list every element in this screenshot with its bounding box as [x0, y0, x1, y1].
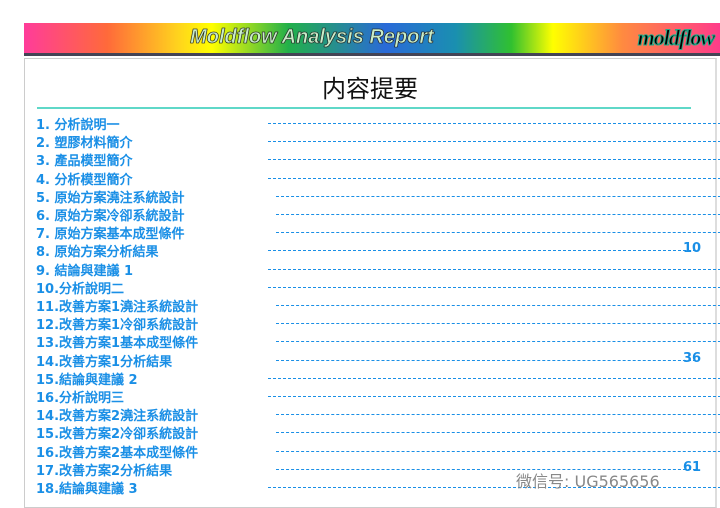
toc-item[interactable]: 10.分析說明二: [36, 278, 720, 297]
banner-title: Moldflow Analysis Report: [190, 26, 434, 49]
toc-label: 14.改善方案2澆注系統設計: [36, 409, 199, 425]
page-title: 内容提要: [322, 75, 418, 103]
leader-dots: [268, 141, 720, 143]
toc-item[interactable]: 6. 原始方案冷卻系統設計: [36, 205, 720, 224]
leader-dots: [268, 286, 720, 288]
toc-item[interactable]: 3. 產品模型簡介: [36, 150, 720, 170]
toc-item[interactable]: 17.改善方案2分析結果 61: [36, 459, 720, 479]
toc-page: 36: [683, 350, 702, 366]
toc-label: 9. 結論與建議 1: [36, 263, 134, 279]
toc-page: 61: [683, 459, 702, 475]
toc-label: 15.結論與建議 2: [36, 372, 138, 388]
leader-dots: [268, 250, 696, 252]
leader-dots: [276, 359, 696, 361]
toc-item[interactable]: 12.改善方案1冷卻系統設計: [36, 314, 720, 334]
toc-item[interactable]: 15.改善方案2冷卻系統設計: [36, 423, 720, 443]
leader-dots: [276, 195, 720, 197]
watermark: 微信号: UG565656: [516, 472, 660, 491]
toc-item[interactable]: 15.結論與建議 2: [36, 369, 720, 388]
toc-item[interactable]: 13.改善方案1基本成型條件: [36, 332, 720, 352]
toc-page: 10: [683, 241, 702, 257]
leader-dots: [276, 341, 720, 343]
toc-label: 2. 塑膠材料簡介: [36, 136, 133, 152]
toc-item[interactable]: 5. 原始方案澆注系統設計: [36, 187, 720, 206]
toc-label: 4. 分析模型簡介: [36, 172, 133, 188]
leader-dots: [268, 268, 720, 270]
toc-label: 11.改善方案1澆注系統設計: [36, 300, 199, 315]
toc-item[interactable]: 2. 塑膠材料簡介: [36, 132, 720, 152]
toc-item[interactable]: 14.改善方案2澆注系統設計: [36, 405, 720, 425]
toc-label: 15.改善方案2冷卻系統設計: [36, 427, 199, 443]
toc-label: 10.分析說明二: [36, 281, 125, 297]
leader-dots: [276, 305, 720, 306]
toc-item[interactable]: 18.結論與建議 3: [36, 478, 720, 497]
toc-label: 8. 原始方案分析結果: [36, 245, 159, 261]
leader-dots: [276, 414, 720, 416]
leader-dots: [268, 396, 720, 397]
toc-label: 13.改善方案1基本成型條件: [36, 336, 199, 352]
leader-dots: [268, 123, 720, 124]
leader-dots: [268, 177, 720, 179]
toc-label: 12.改善方案1冷卻系統設計: [36, 318, 199, 334]
toc-label: 5. 原始方案澆注系統設計: [36, 190, 185, 206]
leader-dots: [268, 159, 720, 161]
leader-dots: [276, 232, 720, 234]
toc-label: 6. 原始方案冷卻系統設計: [36, 209, 185, 224]
toc-item[interactable]: 1. 分析說明一: [36, 114, 720, 133]
toc-label: 18.結論與建議 3: [36, 482, 138, 497]
divider: [37, 107, 691, 109]
toc-item[interactable]: 16.改善方案2基本成型條件: [36, 442, 720, 461]
toc-item[interactable]: 9. 結論與建議 1: [36, 260, 720, 279]
leader-dots: [268, 487, 720, 488]
toc-label: 1. 分析說明一: [36, 118, 120, 133]
leader-dots: [276, 450, 720, 452]
report-banner: Moldflow Analysis Report moldflow: [24, 23, 720, 56]
toc-item[interactable]: 7. 原始方案基本成型條件: [36, 223, 720, 243]
toc-item[interactable]: 4. 分析模型簡介: [36, 169, 720, 188]
toc-label: 14.改善方案1分析結果: [36, 354, 173, 370]
leader-dots: [276, 323, 720, 325]
toc-item[interactable]: 16.分析說明三: [36, 387, 720, 406]
leader-dots: [276, 468, 696, 470]
toc-item[interactable]: 11.改善方案1澆注系統設計: [36, 296, 720, 315]
toc-label: 16.分析說明三: [36, 391, 125, 406]
moldflow-logo: moldflow: [637, 25, 715, 51]
toc-item[interactable]: 8. 原始方案分析結果 10: [36, 241, 720, 261]
toc-item[interactable]: 14.改善方案1分析結果 36: [36, 350, 720, 370]
toc-label: 16.改善方案2基本成型條件: [36, 445, 199, 461]
toc-label: 17.改善方案2分析結果: [36, 463, 173, 479]
leader-dots: [268, 377, 720, 379]
leader-dots: [276, 214, 720, 215]
leader-dots: [276, 432, 720, 434]
toc-label: 7. 原始方案基本成型條件: [36, 227, 185, 243]
toc-label: 3. 產品模型簡介: [36, 154, 133, 170]
